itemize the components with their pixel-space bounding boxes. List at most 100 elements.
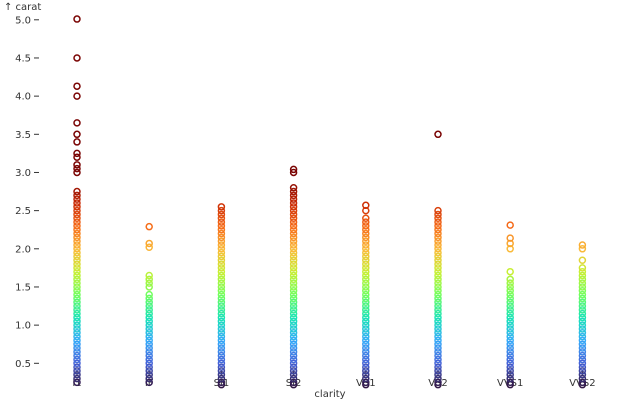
data-point: [73, 325, 81, 333]
data-point: [578, 290, 587, 299]
data-point: [73, 340, 81, 348]
data-point: [289, 241, 298, 249]
data-point: [362, 298, 370, 306]
data-point: [578, 321, 587, 329]
data-point: [73, 119, 81, 127]
data-point: [73, 214, 81, 223]
data-point: [73, 287, 81, 295]
data-point: [289, 183, 298, 192]
data-point: [362, 218, 370, 226]
data-point: [434, 371, 442, 379]
data-point: [506, 275, 514, 284]
data-point: [506, 283, 514, 291]
data-point: [73, 206, 81, 215]
data-point: [73, 54, 81, 62]
data-point: [362, 325, 370, 333]
data-point: [578, 275, 587, 284]
data-point: [362, 321, 370, 329]
data-point: [362, 214, 370, 223]
y-tick-label: 1.5: [15, 282, 31, 293]
data-point: [145, 279, 153, 287]
data-point: [217, 317, 226, 326]
data-point: [434, 279, 442, 287]
data-point: [289, 195, 298, 203]
data-point: [434, 367, 442, 375]
data-point: [434, 241, 442, 249]
data-point: [289, 306, 298, 314]
data-point: [362, 340, 370, 348]
data-point: [578, 267, 587, 276]
data-point: [362, 222, 370, 230]
data-point: [362, 378, 370, 387]
x-tick-label: SI2: [286, 378, 302, 389]
data-point: [578, 351, 587, 360]
data-point: [434, 340, 442, 348]
data-point: [73, 210, 81, 219]
x-tick-label: VS2: [428, 378, 448, 389]
data-point: [73, 149, 81, 158]
data-point: [434, 237, 442, 245]
data-point: [73, 153, 81, 161]
data-point: [289, 283, 298, 291]
y-tick-label: 1.0: [15, 321, 31, 332]
data-point: [145, 348, 153, 356]
data-point: [217, 260, 226, 268]
x-tick-label: IF: [145, 378, 154, 389]
data-point: [289, 332, 298, 341]
data-point: [73, 233, 81, 242]
data-point: [73, 82, 81, 90]
data-point: [434, 294, 442, 303]
data-point: [217, 210, 226, 219]
data-point: [362, 287, 370, 295]
data-point: [362, 306, 370, 314]
data-point: [578, 241, 587, 249]
data-point: [289, 321, 298, 329]
data-point: [289, 294, 298, 303]
y-tick-label: 5.0: [15, 15, 31, 26]
data-point: [506, 234, 514, 242]
data-point: [434, 378, 442, 387]
data-point: [289, 248, 298, 257]
data-point: [362, 201, 370, 210]
data-point: [578, 332, 587, 341]
data-point: [434, 283, 442, 291]
y-tick-label: 2.5: [15, 206, 31, 217]
data-point: [289, 206, 298, 215]
data-point: [289, 229, 298, 238]
data-point: [434, 317, 442, 326]
data-point: [73, 367, 81, 375]
data-point: [362, 267, 370, 276]
data-point: [578, 271, 587, 280]
data-point: [145, 340, 153, 348]
data-point: [434, 206, 442, 215]
data-point: [73, 374, 81, 383]
data-point: [217, 233, 226, 242]
data-point: [578, 336, 587, 345]
data-point: [73, 252, 81, 261]
data-point: [289, 355, 298, 364]
data-point: [145, 302, 153, 310]
data-point: [289, 225, 298, 234]
data-point: [362, 329, 370, 337]
data-point: [217, 367, 226, 375]
data-point: [145, 290, 153, 299]
data-point: [362, 248, 370, 257]
data-point: [362, 241, 370, 249]
data-point: [217, 271, 226, 280]
data-point: [434, 321, 442, 329]
data-point: [289, 168, 298, 177]
data-point: [578, 302, 587, 310]
data-point: [434, 348, 442, 356]
data-point: [73, 267, 81, 276]
data-point: [434, 298, 442, 306]
data-point: [289, 302, 298, 310]
data-point: [289, 287, 298, 295]
data-point: [289, 252, 298, 261]
data-point: [289, 336, 298, 345]
data-point: [217, 340, 226, 348]
data-points: [73, 15, 587, 389]
data-point: [506, 355, 514, 364]
data-point: [289, 191, 298, 200]
data-point: [217, 283, 226, 291]
data-point: [145, 359, 153, 368]
